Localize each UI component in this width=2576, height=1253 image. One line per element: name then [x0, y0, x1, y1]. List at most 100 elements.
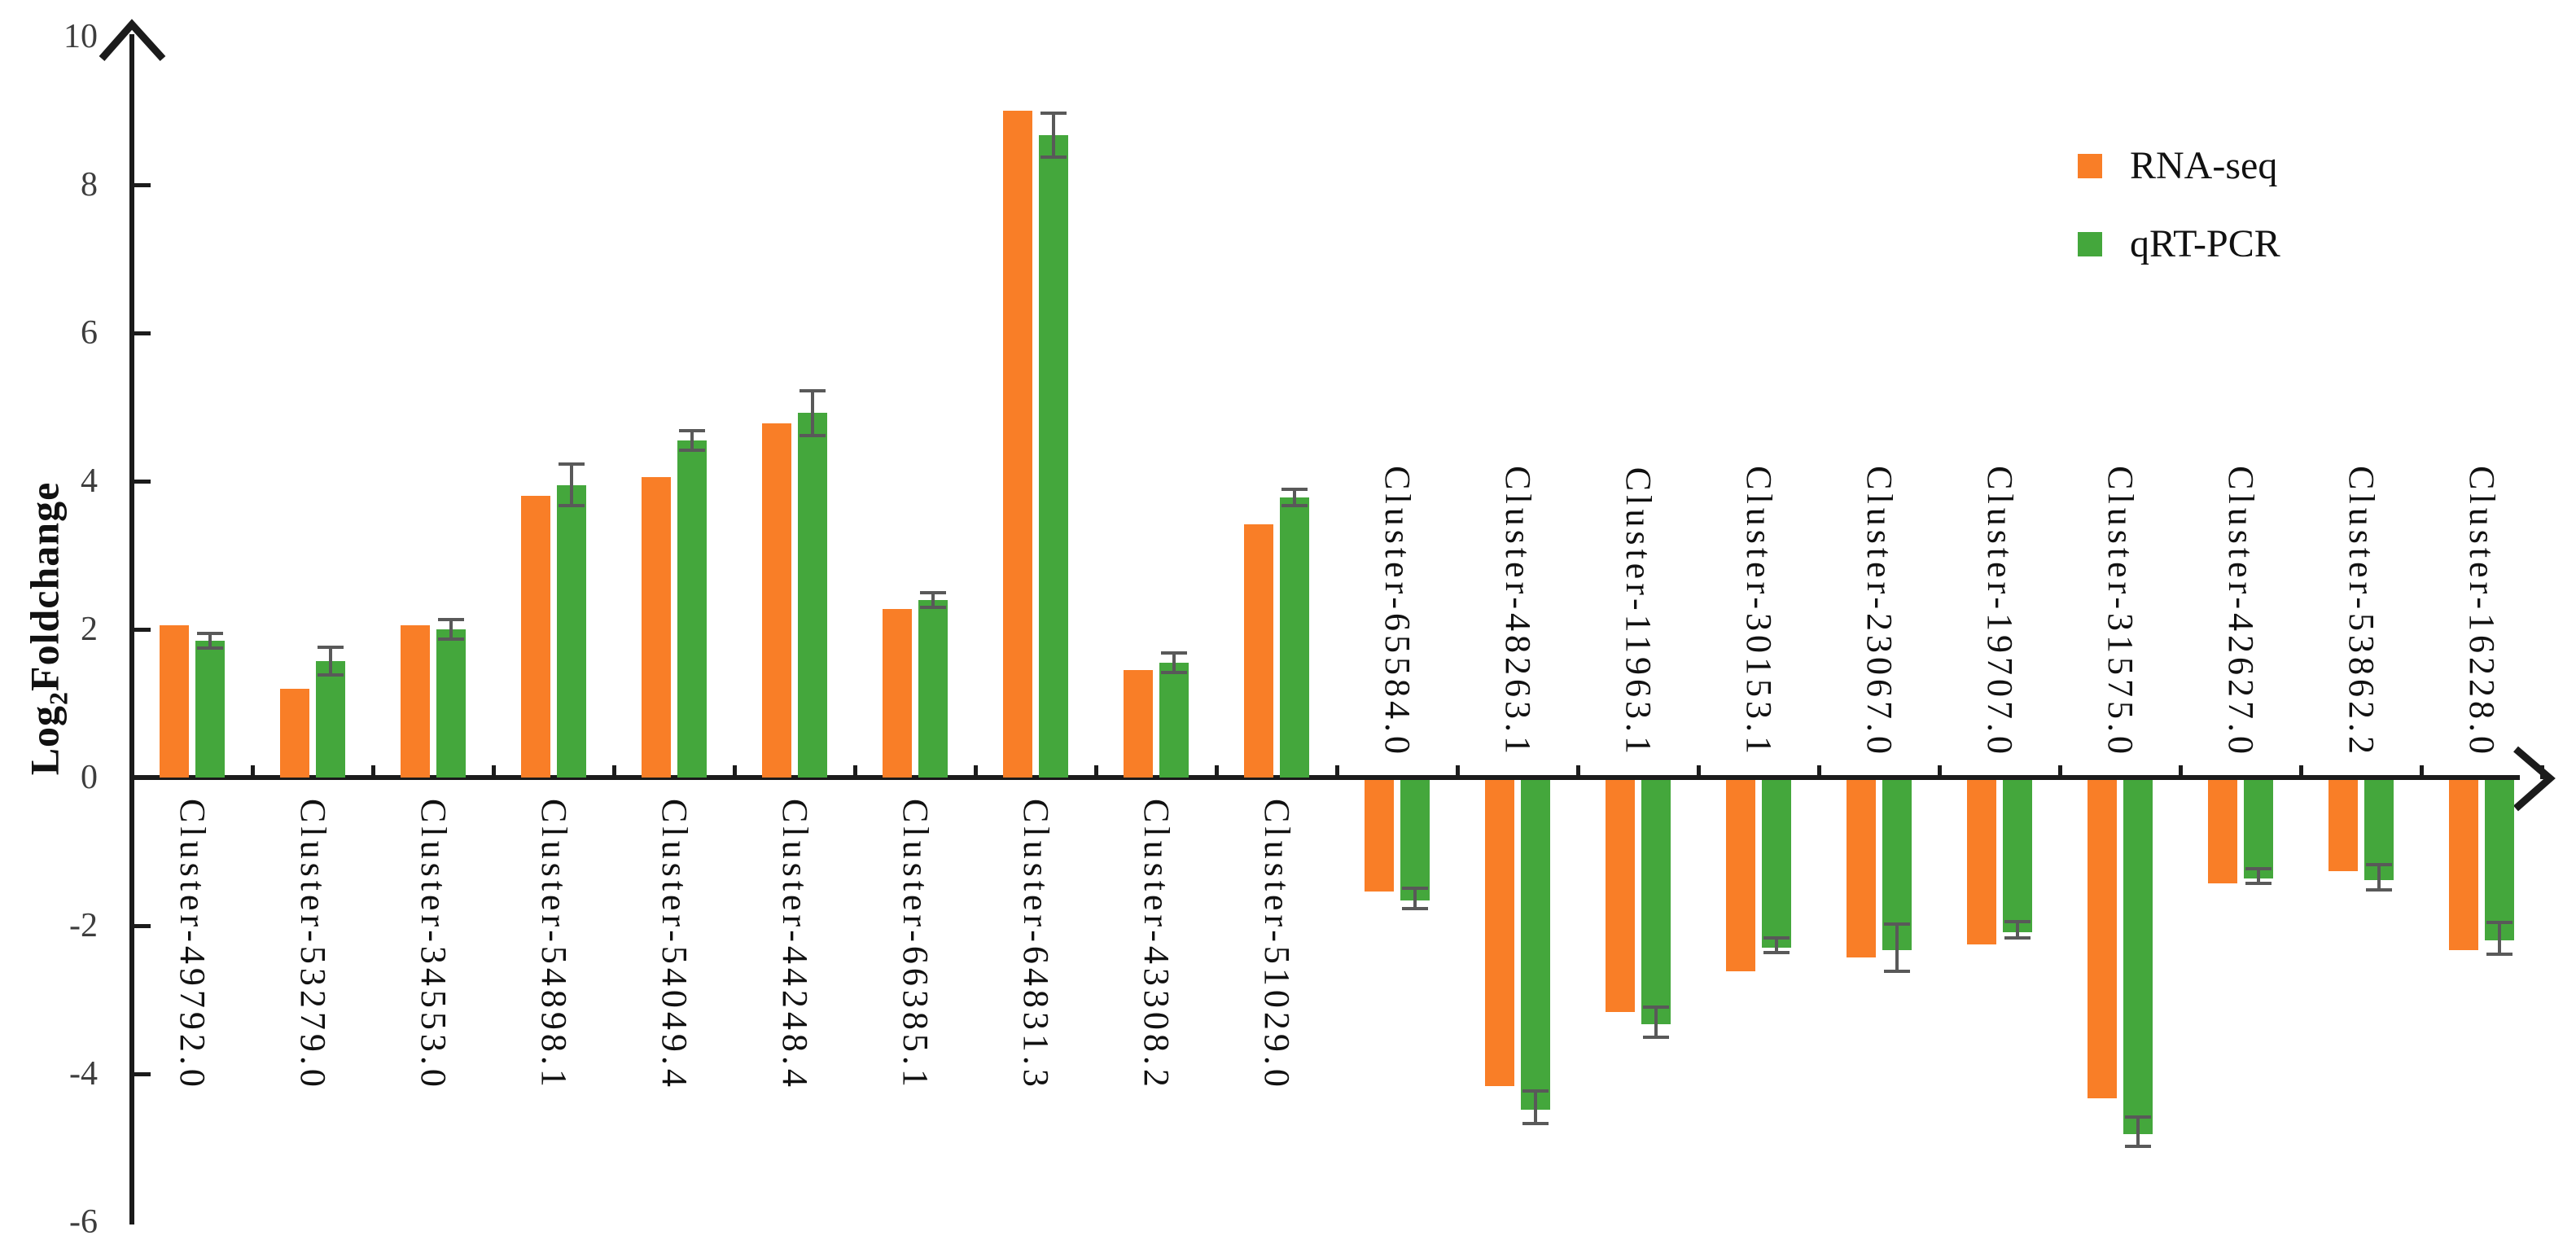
error-bar-line [811, 390, 814, 436]
error-bar-line [2257, 868, 2260, 884]
bar-rna-seq [2088, 780, 2117, 1099]
bar-rna-seq [521, 496, 550, 778]
bar-qrt-pcr [1882, 780, 1912, 951]
error-bar-cap-bottom [1763, 950, 1790, 954]
error-bar-cap-bottom [1161, 670, 1187, 674]
x-tick [1697, 765, 1701, 779]
bar-rna-seq [1365, 780, 1394, 892]
category-label: Cluster-42627.0 [2221, 466, 2261, 758]
y-tick-label: 4 [81, 462, 98, 500]
bar-qrt-pcr [1641, 780, 1671, 1025]
error-bar-cap-bottom [1281, 504, 1308, 508]
error-bar-line [208, 633, 212, 648]
bar-rna-seq [280, 688, 309, 778]
legend-label-qrt-pcr: qRT-PCR [2130, 222, 2280, 265]
bar-rna-seq [2449, 780, 2478, 951]
error-bar-cap-bottom [2125, 1145, 2151, 1149]
x-tick [1335, 765, 1339, 779]
error-bar-cap-bottom [920, 605, 946, 609]
y-tick-label: 0 [81, 759, 98, 796]
category-label: Cluster-16228.0 [2462, 466, 2502, 758]
error-bar-cap-bottom [438, 637, 464, 641]
bar-rna-seq [160, 625, 189, 778]
error-bar-cap-top [1161, 651, 1187, 655]
bar-rna-seq [1847, 780, 1876, 958]
y-axis-title-suffix: Foldchange [21, 481, 68, 691]
error-bar-cap-top [1763, 935, 1790, 940]
x-axis-line [129, 775, 2520, 780]
legend-item-qrt-pcr: qRT-PCR [2078, 223, 2280, 265]
error-bar-cap-bottom [197, 646, 223, 650]
category-label: Cluster-44248.4 [775, 799, 815, 1091]
error-bar-line [1895, 924, 1899, 972]
bar-rna-seq [1726, 780, 1755, 971]
bar-qrt-pcr [1762, 780, 1791, 948]
error-bar-cap-top [1281, 488, 1308, 491]
x-tick [2420, 765, 2424, 779]
error-bar-cap-top [1402, 886, 1428, 890]
bar-rna-seq [642, 477, 671, 778]
legend-label-rna-seq: RNA-seq [2130, 144, 2278, 187]
error-bar-cap-top [1643, 1005, 1669, 1010]
error-bar-line [1775, 937, 1778, 953]
category-label: Cluster-49792.0 [173, 799, 212, 1091]
category-label: Cluster-53862.2 [2342, 466, 2381, 758]
bar-qrt-pcr [1280, 497, 1309, 778]
error-bar-cap-bottom [559, 504, 585, 508]
bar-qrt-pcr [918, 599, 948, 778]
error-bar-line [1172, 653, 1176, 673]
error-bar-line [931, 592, 935, 607]
error-bar-line [1052, 112, 1055, 158]
category-label: Cluster-31575.0 [2101, 466, 2140, 758]
x-tick [2179, 765, 2183, 779]
y-tick [129, 183, 151, 187]
bar-qrt-pcr [1039, 135, 1068, 778]
error-bar-cap-top [1522, 1089, 1549, 1093]
error-bar-cap-bottom [2245, 882, 2272, 886]
bar-qrt-pcr [677, 440, 707, 778]
error-bar-line [2016, 922, 2019, 939]
legend-item-rna-seq: RNA-seq [2078, 145, 2280, 187]
error-bar-line [449, 620, 453, 639]
category-label: Cluster-34553.0 [414, 799, 453, 1091]
error-bar-line [329, 646, 332, 676]
category-label: Cluster-48263.1 [1498, 466, 1538, 758]
bar-rna-seq [1606, 780, 1635, 1012]
error-bar-cap-top [800, 388, 826, 392]
y-tick [129, 1072, 151, 1076]
x-tick [1456, 765, 1460, 779]
y-tick [129, 628, 151, 632]
qrt-pcr-swatch-icon [2078, 232, 2102, 256]
bar-rna-seq [1967, 780, 1996, 945]
x-tick [2299, 765, 2303, 779]
category-label: Cluster-66385.1 [896, 799, 935, 1091]
error-bar-cap-bottom [1884, 970, 1910, 974]
category-label: Cluster-53279.0 [293, 799, 333, 1091]
bar-qrt-pcr [1521, 780, 1550, 1110]
x-tick [733, 765, 737, 779]
x-tick [1576, 765, 1580, 779]
bar-qrt-pcr [195, 640, 225, 778]
error-bar-line [1293, 489, 1296, 506]
y-tick [129, 480, 151, 484]
error-bar-cap-top [1884, 922, 1910, 927]
bar-qrt-pcr [1400, 780, 1430, 901]
error-bar-cap-bottom [679, 448, 705, 452]
x-tick [492, 765, 496, 779]
bar-qrt-pcr [436, 629, 466, 778]
y-tick [129, 924, 151, 928]
error-bar-line [1413, 887, 1417, 909]
y-tick-label: 8 [81, 166, 98, 204]
bar-rna-seq [2208, 780, 2237, 884]
y-tick [129, 331, 151, 335]
y-tick-label: -4 [69, 1055, 98, 1093]
error-bar-cap-top [1040, 111, 1067, 115]
error-bar-cap-top [197, 631, 223, 635]
error-bar-line [2136, 1116, 2140, 1147]
bar-qrt-pcr [2485, 780, 2514, 941]
error-bar-cap-top [679, 429, 705, 433]
category-label: Cluster-54049.4 [655, 799, 694, 1091]
x-tick [251, 765, 255, 779]
bar-rna-seq [762, 423, 791, 778]
bar-qrt-pcr [2003, 780, 2032, 933]
